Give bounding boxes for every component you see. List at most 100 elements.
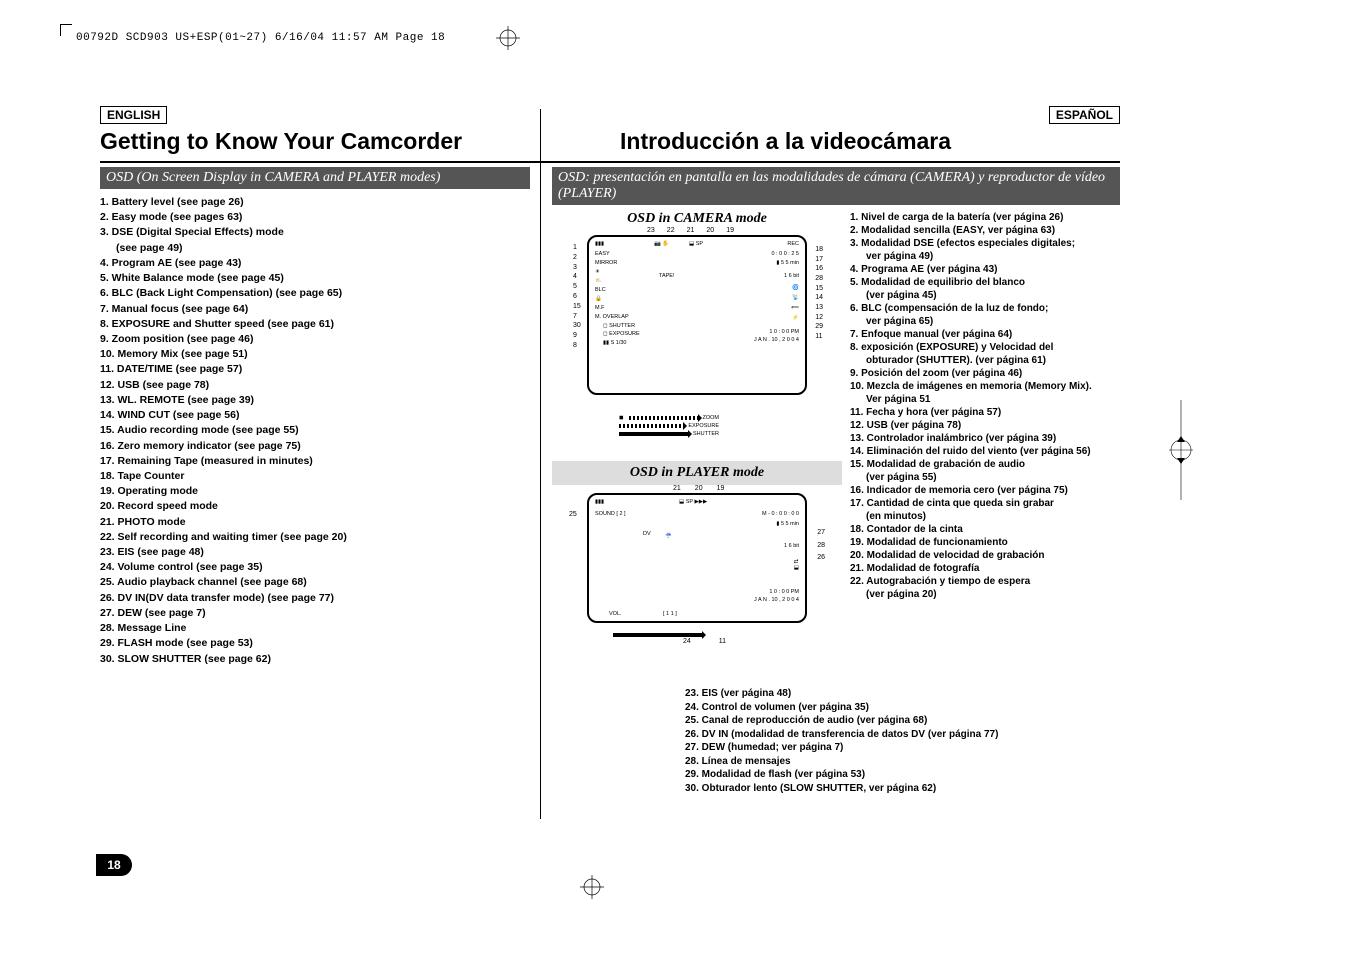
diagram-title-camera: OSD in CAMERA mode (552, 211, 842, 227)
feature-item-en: 2. Easy mode (see pages 63) (100, 210, 530, 225)
feature-item-en: 9. Zoom position (see page 46) (100, 332, 530, 347)
osd-blc: BLC (595, 287, 606, 293)
callout-number: 17 (815, 255, 823, 265)
feature-item-es: 27. DEW (humedad; ver página 7) (685, 741, 998, 755)
osd-rec: REC (787, 241, 799, 247)
callout-number: 1 (573, 243, 581, 253)
feature-item-es: 22. Autograbación y tiempo de espera (850, 575, 1130, 588)
osd-banner-es: OSD: presentación en pantalla en las mod… (552, 167, 1120, 205)
title-english: Getting to Know Your Camcorder (100, 128, 600, 155)
callout-number: 22 (667, 227, 675, 234)
feature-item-en: 23. EIS (see page 48) (100, 545, 530, 560)
p-volval: [ 1 1 ] (663, 611, 677, 617)
feature-item-en: 5. White Balance mode (see page 45) (100, 271, 530, 286)
feature-item-en: 27. DEW (see page 7) (100, 606, 530, 621)
callout-number: 21 (687, 227, 695, 234)
feature-item-en: 3. DSE (Digital Special Effects) mode (100, 225, 530, 240)
feature-item-es: 8. exposición (EXPOSURE) y Velocidad del (850, 341, 1130, 354)
feature-item-en: 22. Self recording and waiting timer (se… (100, 530, 530, 545)
osd-tapeend: TAPE! (659, 273, 675, 279)
callout-number: 3 (573, 263, 581, 273)
callout-number: 26 (817, 552, 825, 565)
feature-item-es: 21. Modalidad de fotografía (850, 562, 1130, 575)
feature-item-es: 10. Mezcla de imágenes en memoria (Memor… (850, 380, 1130, 393)
feature-item-es: 20. Modalidad de velocidad de grabación (850, 549, 1130, 562)
crop-mark-top-left (60, 24, 72, 36)
feature-item-es: ver página 49) (850, 250, 1130, 263)
callout-number: 18 (815, 245, 823, 255)
callout-number: 13 (815, 303, 823, 313)
feature-item-es: 28. Línea de mensajes (685, 755, 998, 769)
feature-item-es: (ver página 20) (850, 588, 1130, 601)
player-left-callout: 25 (569, 511, 577, 518)
feature-item-en: 15. Audio recording mode (see page 55) (100, 423, 530, 438)
diagram-title-player: OSD in PLAYER mode (552, 461, 842, 485)
registration-cross-top (496, 26, 520, 55)
callout-number: 19 (717, 485, 725, 492)
osd-bit: 1 6 bit (784, 273, 799, 279)
diagrams: OSD in CAMERA mode 2322212019 1234561573… (552, 211, 842, 623)
p-sound: SOUND [ 2 ] (595, 511, 626, 517)
feature-item-en: 4. Program AE (see page 43) (100, 256, 530, 271)
feature-item-es: obturador (SHUTTER). (ver página 61) (850, 354, 1130, 367)
feature-item-es: 6. BLC (compensación de la luz de fondo; (850, 302, 1130, 315)
feature-item-es: 1. Nivel de carga de la batería (ver pág… (850, 211, 1130, 224)
print-header-line: 00792D SCD903 US+ESP(01~27) 6/16/04 11:5… (76, 32, 445, 44)
osd-mirror: MIRROR (595, 260, 617, 266)
callout-number: 15 (573, 302, 581, 312)
feature-item-en: 24. Volume control (see page 35) (100, 560, 530, 575)
callout-number: 30 (573, 321, 581, 331)
feature-item-en: 12. USB (see page 78) (100, 378, 530, 393)
feature-item-en: 26. DV IN(DV data transfer mode) (see pa… (100, 591, 530, 606)
feature-item-es: 25. Canal de reproducción de audio (ver … (685, 714, 998, 728)
callout-number: 21 (673, 485, 681, 492)
callout-number: 28 (815, 274, 823, 284)
callout-number: 19 (726, 227, 734, 234)
camera-bottom-bars: ◼︎ZOOM EXPOSURE SHUTTER (619, 415, 719, 439)
feature-item-es: 12. USB (ver página 78) (850, 419, 1130, 432)
camera-left-callouts: 1234561573098 (573, 243, 581, 351)
callout-number: 7 (573, 312, 581, 322)
lang-english: ENGLISH (100, 106, 167, 124)
spine-registration-mark (1161, 400, 1201, 505)
p-vol: VOL. (609, 611, 622, 617)
camera-top-callouts: 2322212019 (647, 227, 734, 234)
feature-item-es: 9. Posición del zoom (ver página 46) (850, 367, 1130, 380)
title-row: Getting to Know Your Camcorder Introducc… (100, 128, 1120, 155)
feature-item-es: 2. Modalidad sencilla (EASY, ver página … (850, 224, 1130, 237)
feature-item-en: 11. DATE/TIME (see page 57) (100, 362, 530, 377)
feature-item-es: Ver página 51 (850, 393, 1130, 406)
feature-item-es: ver página 65) (850, 315, 1130, 328)
p-time: 1 0 : 0 0 PM (769, 589, 799, 595)
player-right-callouts: 272826 (817, 527, 825, 565)
osd-moverlap: M. OVERLAP (595, 314, 629, 320)
feature-list-spanish-bottom: 23. EIS (ver página 48)24. Control de vo… (685, 687, 998, 795)
language-labels: ENGLISH ESPAÑOL (100, 106, 1120, 124)
callout-number: 29 (815, 322, 823, 332)
feature-item-en: 29. FLASH mode (see page 53) (100, 636, 530, 651)
feature-item-es: (en minutos) (850, 510, 1130, 523)
callout-number: 8 (573, 341, 581, 351)
p-dv: DV (643, 531, 651, 537)
osd-time: 1 0 : 0 0 PM (769, 329, 799, 335)
callout-number: 15 (815, 284, 823, 294)
callout-number: 20 (695, 485, 703, 492)
feature-item-en: 17. Remaining Tape (measured in minutes) (100, 454, 530, 469)
title-spanish: Introducción a la videocámara (600, 128, 1120, 155)
feature-item-es: 14. Eliminación del ruido del viento (ve… (850, 445, 1130, 458)
right-column: OSD: presentación en pantalla en las mod… (540, 167, 1120, 667)
feature-item-en: 28. Message Line (100, 621, 530, 636)
callout-number: 12 (815, 313, 823, 323)
callout-number: 23 (647, 227, 655, 234)
feature-list-english: 1. Battery level (see page 26)2. Easy mo… (100, 195, 530, 667)
feature-item-es: 7. Enfoque manual (ver página 64) (850, 328, 1130, 341)
feature-list-spanish-right: 1. Nivel de carga de la batería (ver pág… (850, 211, 1130, 601)
osd-counter: 0 : 0 0 : 2 5 (771, 251, 799, 257)
feature-item-es: 23. EIS (ver página 48) (685, 687, 998, 701)
feature-item-en: 7. Manual focus (see page 64) (100, 302, 530, 317)
feature-item-es: (ver página 55) (850, 471, 1130, 484)
feature-item-en: 6. BLC (Back Light Compensation) (see pa… (100, 286, 530, 301)
player-bottom-callouts: 2411 (683, 638, 726, 645)
callout-number: 28 (817, 540, 825, 553)
feature-item-en: 8. EXPOSURE and Shutter speed (see page … (100, 317, 530, 332)
